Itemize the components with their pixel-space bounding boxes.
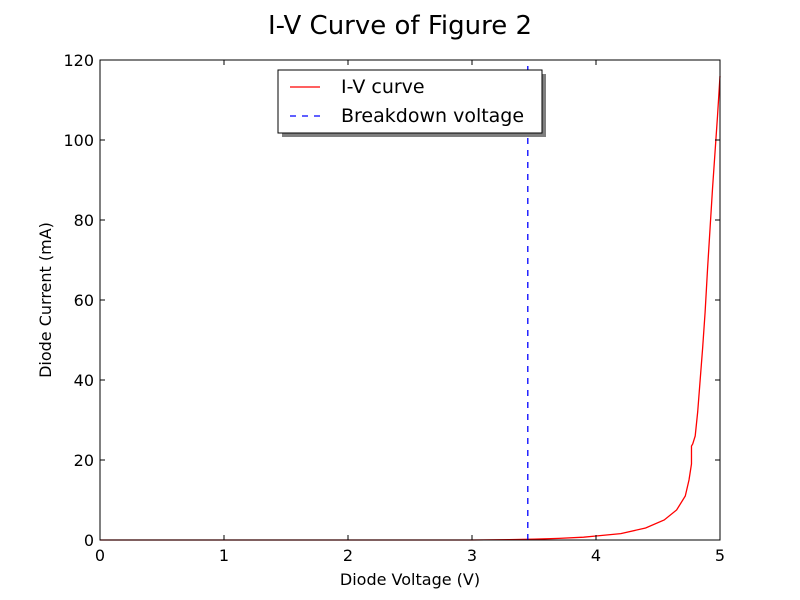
y-tick-label: 20 bbox=[74, 451, 94, 470]
legend-box bbox=[277, 69, 543, 134]
x-axis-label: Diode Voltage (V) bbox=[340, 570, 480, 589]
x-tick-label: 1 bbox=[219, 546, 229, 565]
x-tick-label: 5 bbox=[715, 546, 725, 565]
y-axis-label: Diode Current (mA) bbox=[36, 222, 55, 378]
y-tick-label: 120 bbox=[63, 51, 94, 70]
series-line-1 bbox=[100, 75, 721, 541]
chart-title: I-V Curve of Figure 2 bbox=[268, 11, 532, 41]
legend-label: Breakdown voltage bbox=[341, 105, 524, 127]
legend-label: I-V curve bbox=[341, 76, 425, 98]
y-tick-label: 100 bbox=[63, 131, 94, 150]
y-tick-label: 0 bbox=[84, 531, 94, 550]
y-tick-label: 40 bbox=[74, 371, 94, 390]
x-tick-label: 2 bbox=[343, 546, 353, 565]
y-tick-label: 80 bbox=[74, 211, 94, 230]
x-tick-label: 4 bbox=[591, 546, 601, 565]
legend: I-V curve Breakdown voltage bbox=[277, 69, 546, 137]
y-tick-label: 60 bbox=[74, 291, 94, 310]
axis-ticks: 0 1 2 3 4 5 0 20 40 60 80 100 120 bbox=[63, 51, 725, 565]
x-tick-label: 3 bbox=[467, 546, 477, 565]
x-tick-label: 0 bbox=[95, 546, 105, 565]
